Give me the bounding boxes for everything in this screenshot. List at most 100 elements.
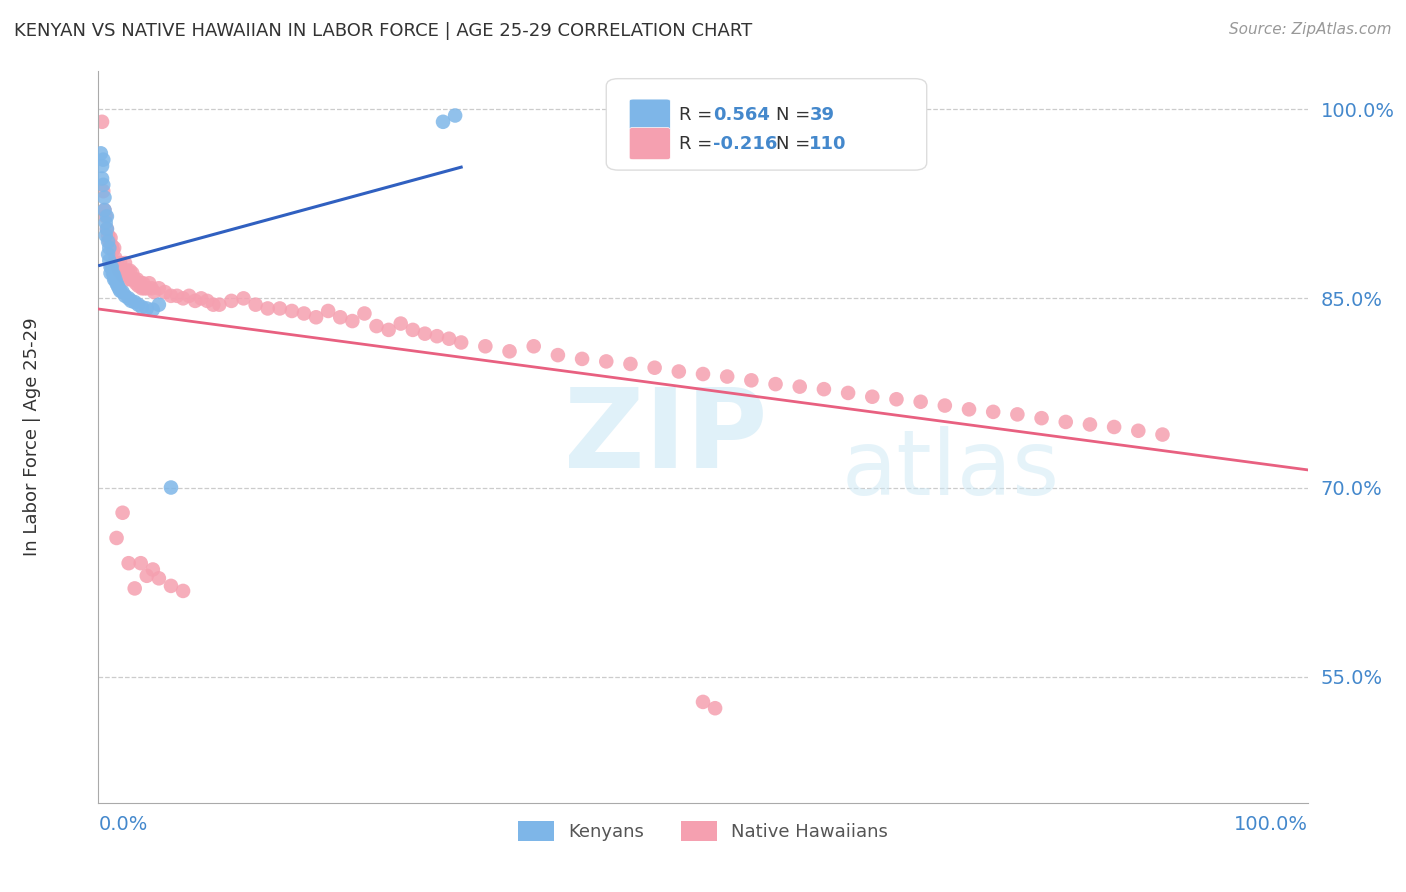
Point: [281, 304, 304, 318]
Point: [148, 298, 170, 312]
Text: N =: N =: [776, 135, 815, 153]
Point: [432, 115, 454, 129]
Point: [142, 562, 165, 576]
Text: 100.0%: 100.0%: [1233, 815, 1308, 834]
Legend: Kenyans, Native Hawaiians: Kenyans, Native Hawaiians: [510, 814, 896, 848]
Point: [232, 291, 254, 305]
Point: [118, 291, 141, 305]
Point: [93, 203, 115, 218]
Point: [127, 298, 149, 312]
Point: [353, 306, 375, 320]
Point: [1078, 417, 1101, 432]
Point: [644, 360, 666, 375]
Point: [668, 364, 690, 378]
Point: [329, 310, 352, 325]
Point: [547, 348, 569, 362]
Point: [184, 293, 207, 308]
Point: [305, 310, 328, 325]
Point: [1007, 408, 1029, 422]
FancyBboxPatch shape: [630, 128, 671, 160]
Point: [107, 278, 129, 293]
Point: [97, 247, 120, 261]
Point: [190, 291, 212, 305]
Point: [129, 556, 152, 570]
Text: Source: ZipAtlas.com: Source: ZipAtlas.com: [1229, 22, 1392, 37]
Point: [172, 291, 194, 305]
Point: [118, 268, 141, 283]
Point: [91, 184, 114, 198]
Text: N =: N =: [776, 106, 815, 124]
FancyBboxPatch shape: [606, 78, 927, 170]
Point: [179, 289, 201, 303]
Point: [125, 277, 148, 291]
Point: [98, 253, 121, 268]
Text: R =: R =: [679, 135, 718, 153]
Point: [118, 556, 141, 570]
Point: [135, 569, 157, 583]
Point: [131, 281, 153, 295]
Point: [716, 369, 738, 384]
Point: [934, 399, 956, 413]
Point: [111, 285, 134, 299]
Text: In Labor Force | Age 25-29: In Labor Force | Age 25-29: [22, 318, 41, 557]
Point: [98, 241, 121, 255]
Point: [108, 284, 131, 298]
Point: [97, 228, 120, 243]
Point: [765, 377, 787, 392]
Point: [256, 301, 278, 316]
Point: [704, 701, 727, 715]
Point: [124, 272, 146, 286]
Point: [100, 260, 122, 274]
Point: [115, 272, 138, 286]
Point: [127, 278, 149, 293]
Point: [91, 115, 114, 129]
Point: [437, 332, 460, 346]
Point: [202, 298, 225, 312]
Point: [1102, 420, 1125, 434]
Point: [595, 354, 617, 368]
Point: [981, 405, 1004, 419]
Point: [450, 335, 472, 350]
Point: [93, 203, 115, 218]
Text: KENYAN VS NATIVE HAWAIIAN IN LABOR FORCE | AGE 25-29 CORRELATION CHART: KENYAN VS NATIVE HAWAIIAN IN LABOR FORCE…: [14, 22, 752, 40]
Point: [692, 695, 714, 709]
Point: [135, 301, 157, 316]
Point: [837, 386, 859, 401]
Point: [316, 304, 339, 318]
Point: [103, 268, 125, 283]
Point: [101, 266, 124, 280]
Point: [523, 339, 546, 353]
Point: [131, 300, 153, 314]
Point: [160, 579, 183, 593]
Point: [402, 323, 425, 337]
Point: [1054, 415, 1077, 429]
Point: [142, 302, 165, 317]
Point: [148, 571, 170, 585]
Point: [269, 301, 291, 316]
Point: [957, 402, 980, 417]
Text: 0.0%: 0.0%: [98, 815, 148, 834]
Point: [366, 319, 388, 334]
Point: [127, 272, 149, 286]
Point: [498, 344, 520, 359]
Point: [96, 222, 118, 236]
Point: [91, 153, 114, 167]
Point: [90, 146, 112, 161]
Point: [172, 583, 194, 598]
Point: [426, 329, 449, 343]
Point: [110, 266, 132, 280]
Point: [910, 394, 932, 409]
Point: [124, 582, 146, 596]
Point: [104, 272, 127, 286]
Point: [91, 171, 114, 186]
Point: [100, 266, 122, 280]
Point: [740, 373, 762, 387]
Text: R =: R =: [679, 106, 718, 124]
Point: [93, 190, 115, 204]
Point: [886, 392, 908, 407]
Point: [342, 314, 364, 328]
Point: [96, 222, 118, 236]
Point: [114, 256, 136, 270]
Text: ZIP: ZIP: [564, 384, 768, 491]
Point: [117, 263, 139, 277]
